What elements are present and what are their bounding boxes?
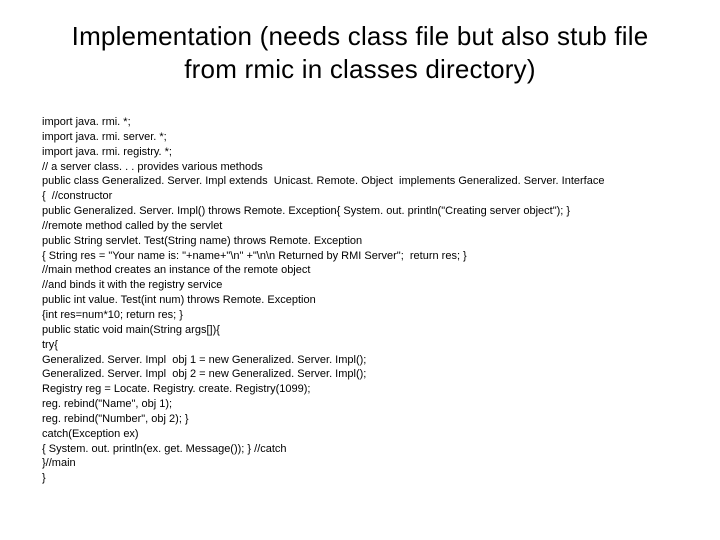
code-block: import java. rmi. *; import java. rmi. s… — [42, 115, 672, 486]
slide-container: Implementation (needs class file but als… — [0, 0, 720, 540]
slide-title: Implementation (needs class file but als… — [48, 20, 672, 85]
